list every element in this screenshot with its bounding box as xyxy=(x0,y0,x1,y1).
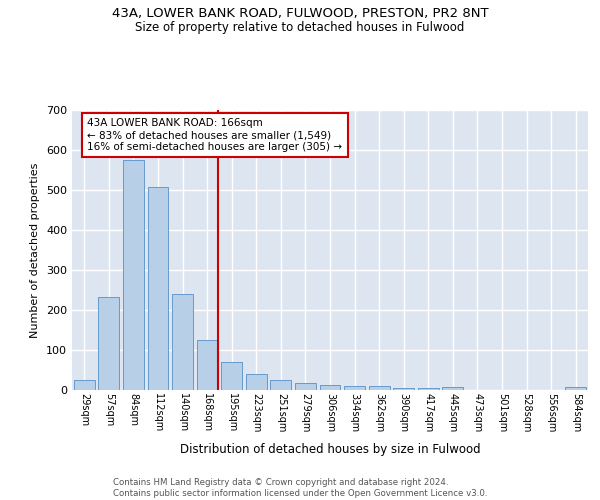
Bar xyxy=(197,340,218,390)
Bar xyxy=(246,374,267,390)
Bar xyxy=(320,385,340,390)
Bar xyxy=(368,386,389,390)
Bar xyxy=(74,380,95,390)
Bar xyxy=(148,187,169,390)
Text: 43A, LOWER BANK ROAD, FULWOOD, PRESTON, PR2 8NT: 43A, LOWER BANK ROAD, FULWOOD, PRESTON, … xyxy=(112,8,488,20)
Text: Contains HM Land Registry data © Crown copyright and database right 2024.
Contai: Contains HM Land Registry data © Crown c… xyxy=(113,478,487,498)
Bar xyxy=(418,388,439,390)
Text: Size of property relative to detached houses in Fulwood: Size of property relative to detached ho… xyxy=(136,21,464,34)
Bar xyxy=(393,388,414,390)
Bar xyxy=(442,387,463,390)
Bar xyxy=(565,387,586,390)
Text: Distribution of detached houses by size in Fulwood: Distribution of detached houses by size … xyxy=(179,442,481,456)
Bar xyxy=(271,380,292,390)
Y-axis label: Number of detached properties: Number of detached properties xyxy=(31,162,40,338)
Bar xyxy=(221,362,242,390)
Bar xyxy=(123,160,144,390)
Bar xyxy=(295,383,316,390)
Text: 43A LOWER BANK ROAD: 166sqm
← 83% of detached houses are smaller (1,549)
16% of : 43A LOWER BANK ROAD: 166sqm ← 83% of det… xyxy=(88,118,343,152)
Bar xyxy=(344,386,365,390)
Bar xyxy=(172,294,193,390)
Bar xyxy=(98,297,119,390)
